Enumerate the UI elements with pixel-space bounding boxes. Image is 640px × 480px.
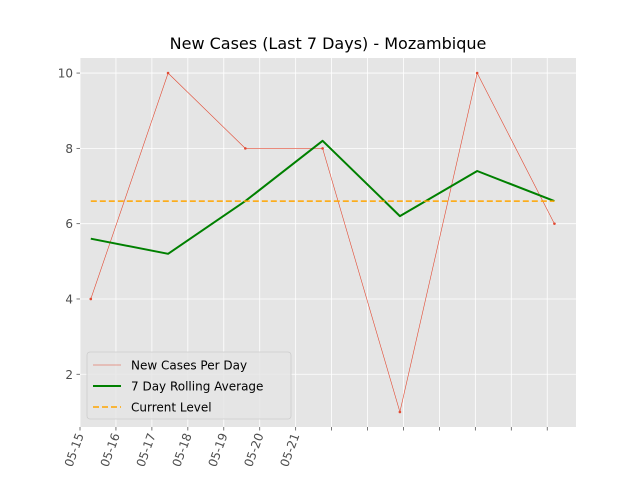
legend-box xyxy=(86,351,292,420)
data-point xyxy=(244,147,247,150)
y-tick-label: 2 xyxy=(65,368,73,382)
x-tick-label: 05-18 xyxy=(170,431,195,469)
grid xyxy=(79,58,576,427)
x-tick-label: 05-20 xyxy=(241,431,266,469)
legend-label-current-level: Current Level xyxy=(131,401,212,415)
legend-label-new-cases: New Cases Per Day xyxy=(131,359,247,373)
y-tick-label: 8 xyxy=(65,142,73,156)
y-tick-label: 10 xyxy=(58,67,73,81)
x-tick-label: 05-16 xyxy=(98,431,123,469)
series-lines xyxy=(89,71,556,414)
data-point xyxy=(475,71,479,75)
x-tick-label: 05-15 xyxy=(62,431,87,469)
y-tick-label: 4 xyxy=(65,292,73,306)
series-line-1 xyxy=(90,139,555,255)
data-point xyxy=(166,71,170,75)
data-point xyxy=(398,410,402,414)
data-point xyxy=(553,222,556,225)
x-tick-label: 05-19 xyxy=(206,431,231,469)
y-tick-label: 6 xyxy=(65,217,73,231)
data-point xyxy=(321,147,324,150)
legend-label-rolling-average: 7 Day Rolling Average xyxy=(131,380,263,394)
chart-title: New Cases (Last 7 Days) - Mozambique xyxy=(170,34,487,53)
legend: New Cases Per Day 7 Day Rolling Average … xyxy=(86,351,292,420)
x-tick-label: 05-21 xyxy=(277,431,302,469)
x-tick-label: 05-17 xyxy=(134,431,159,469)
data-point xyxy=(89,297,93,301)
